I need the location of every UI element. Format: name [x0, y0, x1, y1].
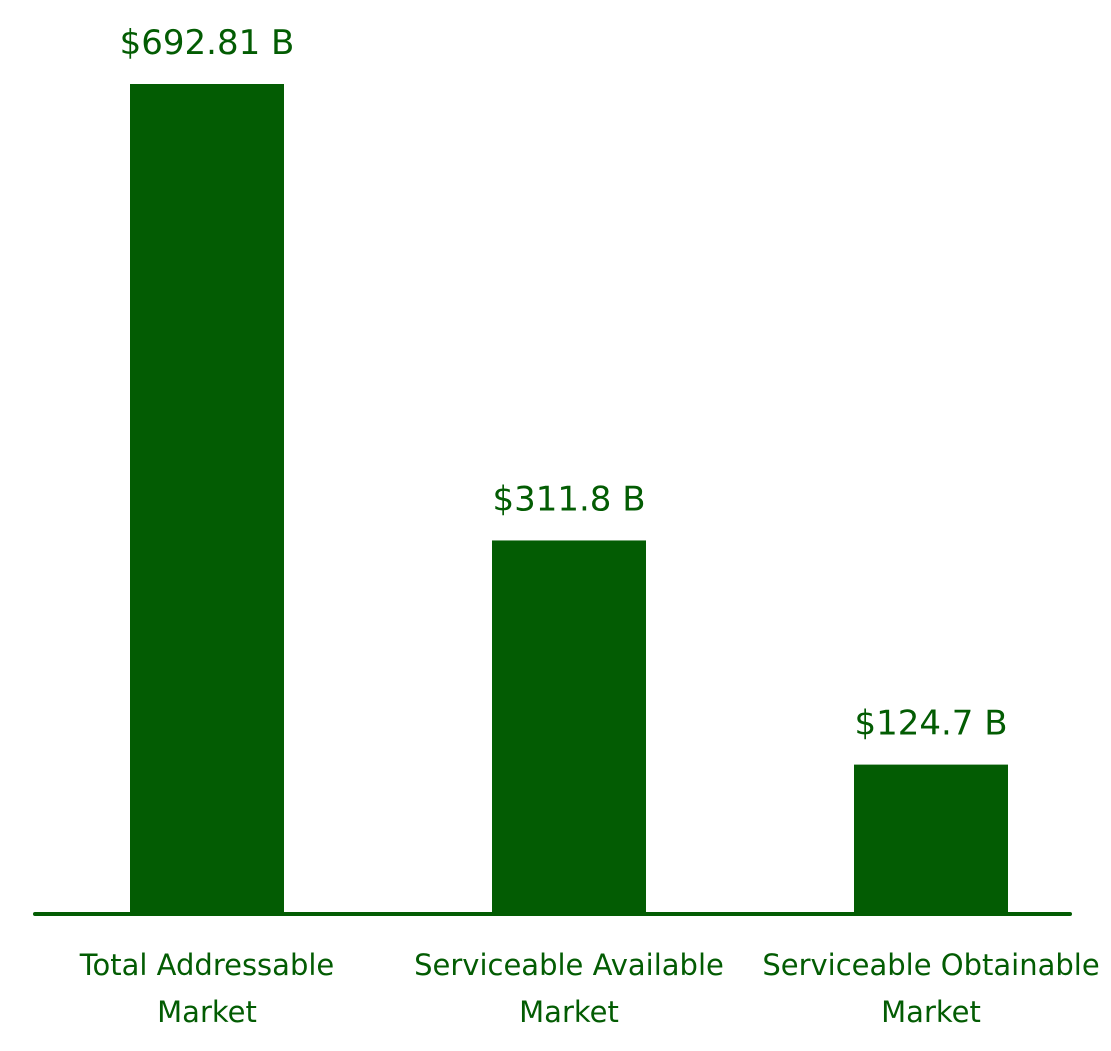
category-label-1-line-2: Market: [157, 995, 257, 1029]
value-label-3: $124.7 B: [854, 704, 1007, 744]
category-label-3-line-2: Market: [881, 995, 981, 1029]
bars-group: [130, 84, 1008, 914]
bar-3: [854, 764, 1008, 914]
bar-1: [130, 84, 284, 914]
category-label-1-line-1: Total Addressable: [79, 948, 335, 982]
category-label-2-line-1: Serviceable Available: [414, 948, 724, 982]
category-label-2-line-2: Market: [519, 995, 619, 1029]
value-label-2: $311.8 B: [492, 479, 645, 519]
category-label-3-line-1: Serviceable Obtainable: [762, 948, 1099, 982]
value-labels-group: $692.81 B $311.8 B $124.7 B: [120, 23, 1008, 744]
category-labels-group: Total Addressable Market Serviceable Avail…: [79, 948, 1100, 1029]
value-label-1: $692.81 B: [120, 23, 295, 63]
bar-2: [492, 540, 646, 914]
